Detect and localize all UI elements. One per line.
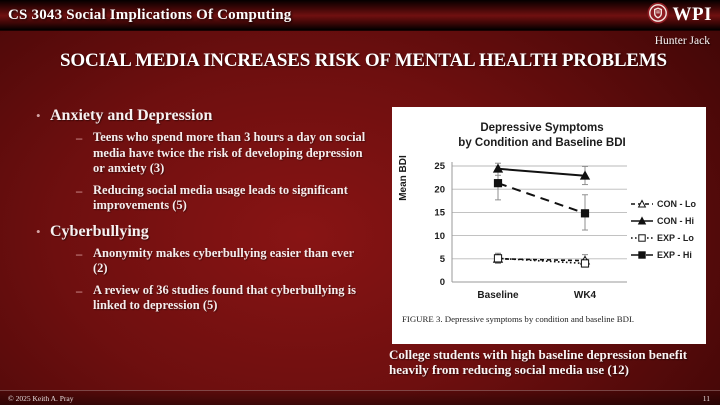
author-name: Hunter Jack xyxy=(654,35,710,47)
sub-bullet-text: Teens who spend more than 3 hours a day … xyxy=(93,130,366,175)
legend-item: EXP - Lo xyxy=(630,233,696,243)
legend-label: EXP - Hi xyxy=(657,250,692,260)
svg-text:WK4: WK4 xyxy=(574,290,597,301)
list-item: – Anonymity makes cyberbullying easier t… xyxy=(76,246,388,277)
chart-title-line2: by Condition and Baseline BDI xyxy=(458,137,626,149)
legend-item: EXP - Hi xyxy=(630,250,696,260)
takeaway-text: College students with high baseline depr… xyxy=(389,347,688,377)
sub-bullet-text: Anonymity makes cyberbullying easier tha… xyxy=(93,245,354,276)
bullet-section-anxiety: • Anxiety and Depression – Teens who spe… xyxy=(36,106,388,214)
list-item: – Teens who spend more than 3 hours a da… xyxy=(76,130,388,177)
list-item: – A review of 36 studies found that cybe… xyxy=(76,283,388,314)
list-item: – Reducing social media usage leads to s… xyxy=(76,183,388,214)
wpi-seal-icon xyxy=(647,2,669,29)
dash-bullet-icon: – xyxy=(76,131,83,145)
chart-title-line1: Depressive Symptoms xyxy=(480,122,604,134)
legend-label: CON - Hi xyxy=(657,216,694,226)
sub-bullet-text: Reducing social media usage leads to sig… xyxy=(93,182,348,213)
bullet-section-cyberbullying: • Cyberbullying – Anonymity makes cyberb… xyxy=(36,222,388,314)
svg-text:15: 15 xyxy=(434,208,445,219)
legend-item: CON - Lo xyxy=(630,199,696,209)
svg-text:25: 25 xyxy=(434,161,445,172)
page-number: 11 xyxy=(702,393,710,403)
course-title: CS 3043 Social Implications Of Computing xyxy=(8,6,292,23)
bullet-list: • Anxiety and Depression – Teens who spe… xyxy=(36,106,388,322)
figure-caption: FIGURE 3. Depressive symptoms by conditi… xyxy=(402,314,635,324)
svg-text:20: 20 xyxy=(434,184,445,195)
slide-title: SOCIAL MEDIA INCREASES RISK OF MENTAL HE… xyxy=(60,50,667,71)
bullet-dot-icon: • xyxy=(36,108,41,123)
dash-bullet-icon: – xyxy=(76,183,83,198)
svg-text:0: 0 xyxy=(440,277,445,288)
dash-bullet-icon: – xyxy=(76,246,83,261)
list-item: • Anxiety and Depression xyxy=(36,106,388,126)
svg-text:5: 5 xyxy=(440,254,446,265)
dash-bullet-icon: – xyxy=(76,283,83,298)
bullet-label: Cyberbullying xyxy=(50,222,149,240)
svg-text:Baseline: Baseline xyxy=(477,290,519,301)
copyright-text: © 2025 Keith A. Pray xyxy=(8,393,74,403)
svg-text:10: 10 xyxy=(434,231,445,242)
legend-label: CON - Lo xyxy=(657,199,696,209)
chart-title: Depressive Symptoms by Condition and Bas… xyxy=(392,121,692,151)
figure-card: Depressive Symptoms by Condition and Bas… xyxy=(392,107,706,344)
wpi-logo: WPI xyxy=(647,2,720,29)
list-item: • Cyberbullying xyxy=(36,222,388,242)
legend-item: CON - Hi xyxy=(630,216,696,226)
legend-label: EXP - Lo xyxy=(657,233,694,243)
footer-bar: © 2025 Keith A. Pray 11 xyxy=(0,390,720,405)
header-bar: CS 3043 Social Implications Of Computing… xyxy=(0,0,720,31)
bullet-label: Anxiety and Depression xyxy=(50,107,213,124)
wpi-logo-text: WPI xyxy=(672,4,712,25)
sub-bullet-text: A review of 36 studies found that cyberb… xyxy=(93,282,356,313)
line-chart: 0 5 10 15 20 25 Baseline WK4 xyxy=(434,161,627,301)
bullet-dot-icon: • xyxy=(36,223,41,239)
chart-legend: CON - Lo CON - Hi EXP - Lo EXP - Hi xyxy=(630,199,696,260)
